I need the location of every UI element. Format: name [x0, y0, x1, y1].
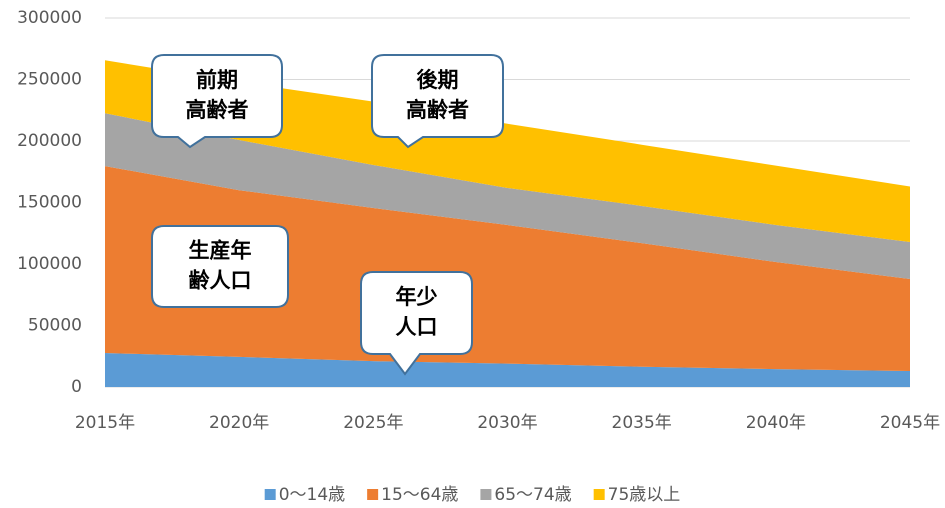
legend-label: 75歳以上 — [608, 485, 681, 505]
area — [105, 113, 910, 280]
x-tick-label: 2035年 — [612, 413, 672, 433]
callout — [151, 54, 283, 149]
callout — [371, 54, 504, 149]
legend-item: 75歳以上 — [593, 485, 681, 505]
annotation: 人口 — [396, 315, 438, 339]
area — [105, 166, 910, 372]
legend-swatch — [480, 489, 492, 500]
annotation: 生産年 — [189, 239, 252, 263]
area — [105, 60, 910, 242]
annotation: 前期 — [196, 68, 238, 92]
annotation: 高齢者 — [186, 98, 249, 122]
legend-swatch — [264, 489, 276, 500]
y-tick-label: 150000 — [17, 193, 82, 213]
x-tick-label: 2015年 — [75, 413, 135, 433]
y-tick-label: 100000 — [17, 254, 82, 274]
x-tick-label: 2040年 — [746, 413, 806, 433]
annotation: 年少 — [396, 285, 438, 309]
callout — [151, 225, 289, 308]
x-tick-label: 2025年 — [343, 413, 403, 433]
legend-swatch — [593, 489, 605, 500]
callout — [360, 271, 473, 376]
legend-label: 65〜74歳 — [494, 485, 571, 505]
area — [105, 353, 910, 387]
annotation: 後期 — [417, 68, 459, 92]
legend-item: 15〜64歳 — [367, 485, 458, 505]
x-tick-label: 2020年 — [209, 413, 269, 433]
legend-label: 0〜14歳 — [279, 485, 345, 505]
x-tick-label: 2030年 — [477, 413, 537, 433]
legend-item: 65〜74歳 — [480, 485, 572, 505]
y-tick-label: 200000 — [17, 131, 82, 151]
y-tick-label: 300000 — [17, 8, 82, 28]
y-tick-label: 250000 — [17, 70, 82, 90]
annotation: 高齢者 — [406, 98, 469, 122]
y-tick-label: 0 — [71, 377, 82, 397]
legend-label: 15〜64歳 — [381, 485, 458, 505]
legend-swatch — [367, 489, 379, 500]
annotation: 齢人口 — [189, 269, 252, 293]
y-tick-label: 50000 — [28, 316, 82, 336]
legend-item: 0〜14歳 — [264, 485, 345, 505]
x-tick-label: 2045年 — [880, 413, 940, 433]
